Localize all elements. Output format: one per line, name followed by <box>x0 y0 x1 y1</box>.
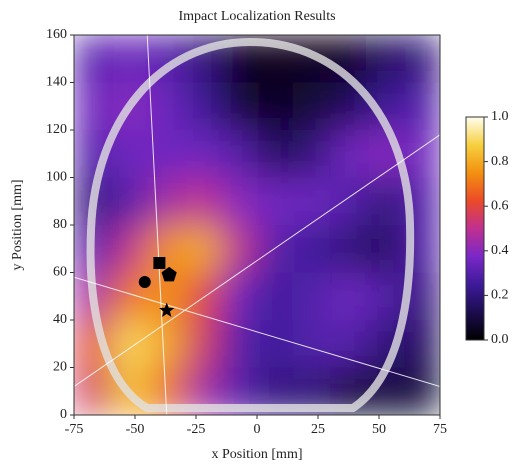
colorbar-tick-label: 0.8 <box>491 154 509 169</box>
y-tick-label: 60 <box>53 265 67 280</box>
heatmap-cell <box>293 177 331 226</box>
heatmap-cell <box>183 320 221 368</box>
heatmap-cell <box>366 225 404 273</box>
heatmap-cell <box>147 82 185 131</box>
heatmap-cell <box>403 130 440 178</box>
x-tick-label: 75 <box>433 422 447 437</box>
heatmap-cell <box>110 320 148 368</box>
x-tick-label: -50 <box>126 422 145 437</box>
heatmap-cell <box>330 225 368 273</box>
heatmap-cell <box>293 320 331 368</box>
marker-star <box>159 302 175 317</box>
heatmap-cell <box>257 130 295 178</box>
x-tick-label: 0 <box>254 422 261 437</box>
heatmap-cell <box>366 272 404 321</box>
heatmap-cell <box>183 130 221 178</box>
y-tick-label: 80 <box>53 217 67 232</box>
colorbar-tick-label: 0.4 <box>491 243 509 258</box>
y-tick-label: 40 <box>53 312 67 327</box>
heatmap-cell <box>257 272 295 321</box>
heatmap-cell <box>293 272 331 321</box>
colorbar-tick-label: 0.6 <box>491 198 509 213</box>
heatmap-cell <box>183 177 221 226</box>
heatmap-cell <box>257 320 295 368</box>
heatmap-cell <box>220 225 258 273</box>
heatmap-cell <box>110 130 148 178</box>
colorbar <box>465 116 485 341</box>
x-tick-label: 50 <box>372 422 386 437</box>
heatmap-cell <box>330 130 368 178</box>
heatmap-cell <box>147 320 185 368</box>
heatmap-cell <box>220 177 258 226</box>
heatmap-cell <box>74 82 112 131</box>
heatmap-cell <box>293 82 331 131</box>
chart-title: Impact Localization Results <box>178 9 335 24</box>
heatmap-cell <box>330 320 368 368</box>
heatmap-cell <box>183 225 221 273</box>
heatmap-cell <box>220 320 258 368</box>
skull-outline <box>86 37 415 412</box>
heatmap-cell <box>257 177 295 226</box>
heatmap-cell <box>147 177 185 226</box>
colorbar-tick-label: 0.0 <box>491 332 509 347</box>
heatmap-cell <box>220 130 258 178</box>
heatmap-cell <box>74 35 112 83</box>
heatmap-cell <box>293 225 331 273</box>
heatmap-cell <box>257 82 295 131</box>
heatmap-cell <box>330 177 368 226</box>
y-tick-label: 140 <box>46 75 67 90</box>
y-tick-label: 100 <box>46 170 67 185</box>
heatmap-cell <box>330 272 368 321</box>
heatmap-cell <box>147 225 185 273</box>
marker-circle <box>138 276 151 288</box>
heatmap-cell <box>220 82 258 131</box>
heatmap-cell <box>403 367 440 415</box>
y-tick-label: 0 <box>60 407 67 422</box>
colorbar-tick-label: 0.2 <box>491 288 509 303</box>
heatmap-cell <box>257 225 295 273</box>
heatmap-cell <box>293 130 331 178</box>
heatmap-cell <box>183 272 221 321</box>
localization-line <box>74 134 440 387</box>
heatmap-cell <box>183 82 221 131</box>
y-tick-label: 20 <box>53 360 67 375</box>
heatmap-cell <box>403 320 440 368</box>
heatmap-cell <box>110 225 148 273</box>
heatmap-cell <box>403 35 440 83</box>
heatmap-cell <box>74 367 112 415</box>
y-axis-label: y Position [mm] <box>10 179 25 270</box>
x-tick-label: 25 <box>311 422 325 437</box>
x-tick-label: -75 <box>65 422 84 437</box>
y-tick-label: 160 <box>46 27 67 42</box>
heatmap-cell <box>403 82 440 131</box>
heatmap-cell <box>366 177 404 226</box>
colorbar-tick-label: 1.0 <box>491 109 509 124</box>
heatmap-cell <box>110 35 148 83</box>
heatmap-cell <box>220 272 258 321</box>
heatmap-cell <box>110 177 148 226</box>
x-axis-label: x Position [mm] <box>211 447 302 462</box>
marker-square <box>153 257 166 269</box>
x-tick-label: -25 <box>187 422 206 437</box>
marker-pentagon <box>161 266 177 282</box>
localization-line <box>74 276 440 387</box>
y-tick-label: 120 <box>46 122 67 137</box>
localization-line <box>146 35 168 415</box>
heatmap-cell <box>366 35 404 83</box>
